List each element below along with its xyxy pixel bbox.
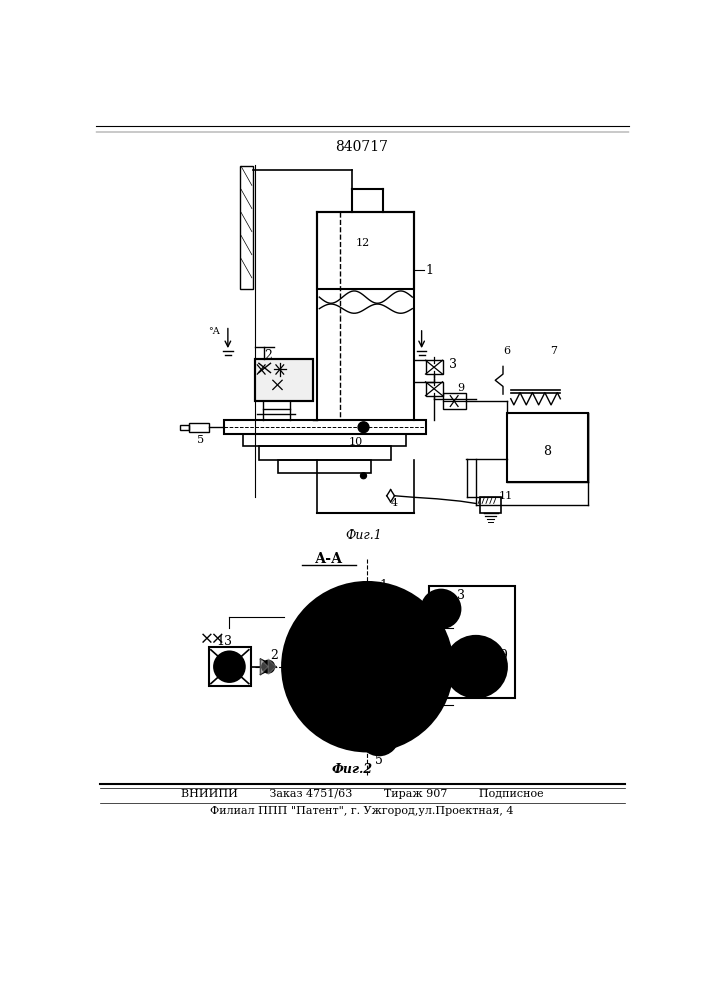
Circle shape [214, 651, 245, 682]
Bar [429, 586, 515, 698]
Circle shape [467, 657, 485, 676]
Bar [209, 647, 251, 686]
Circle shape [358, 422, 369, 433]
Text: 5: 5 [197, 435, 204, 445]
Text: 840717: 840717 [335, 140, 388, 154]
Text: 4: 4 [391, 498, 398, 508]
Circle shape [282, 582, 452, 751]
Text: Фиг.1: Фиг.1 [345, 529, 382, 542]
Circle shape [361, 473, 367, 479]
Text: 6: 6 [503, 346, 510, 356]
Bar [279, 460, 371, 473]
Text: Фиг.2: Фиг.2 [332, 763, 373, 776]
Circle shape [445, 636, 507, 698]
Text: 2: 2 [264, 349, 272, 362]
Text: 9: 9 [499, 649, 507, 662]
Polygon shape [260, 659, 268, 674]
Bar [255, 359, 313, 401]
Bar [317, 212, 414, 289]
Circle shape [378, 734, 380, 738]
Text: 3: 3 [457, 589, 464, 602]
Bar [426, 360, 443, 374]
Bar [255, 359, 313, 401]
Polygon shape [268, 659, 276, 674]
Text: 8: 8 [543, 445, 551, 458]
Circle shape [440, 607, 443, 610]
Text: 10: 10 [349, 437, 363, 447]
Bar [426, 382, 443, 396]
Bar [240, 166, 253, 289]
Circle shape [361, 425, 366, 429]
Text: 3: 3 [449, 358, 457, 371]
Text: А-А: А-А [315, 552, 343, 566]
Circle shape [262, 661, 274, 673]
Text: 5: 5 [375, 754, 383, 767]
Bar [259, 446, 391, 460]
Bar [480, 497, 501, 513]
Text: 7: 7 [550, 346, 557, 356]
Text: 1: 1 [379, 579, 387, 592]
Text: 11: 11 [499, 491, 513, 501]
Circle shape [435, 603, 448, 615]
Circle shape [474, 664, 478, 669]
Text: 9: 9 [457, 383, 464, 393]
Bar [507, 413, 588, 482]
Text: °A: °A [209, 327, 220, 336]
Text: 12: 12 [356, 238, 370, 248]
Text: 13: 13 [216, 635, 232, 648]
Circle shape [421, 590, 460, 628]
Circle shape [227, 664, 232, 669]
Text: ВНИИПИ         Заказ 4751/63         Тираж 907         Подписное: ВНИИПИ Заказ 4751/63 Тираж 907 Подписное [180, 789, 543, 799]
Bar [224, 420, 426, 434]
Bar [180, 425, 189, 430]
Bar [189, 423, 209, 432]
Bar [243, 434, 406, 446]
Circle shape [266, 664, 271, 669]
Text: Филиал ППП "Патент", г. Ужгород,ул.Проектная, 4: Филиал ППП "Патент", г. Ужгород,ул.Проек… [210, 806, 514, 816]
Bar [443, 393, 466, 409]
Circle shape [360, 717, 398, 755]
Text: 1: 1 [426, 264, 433, 277]
Circle shape [373, 730, 385, 742]
Text: 2: 2 [271, 649, 279, 662]
